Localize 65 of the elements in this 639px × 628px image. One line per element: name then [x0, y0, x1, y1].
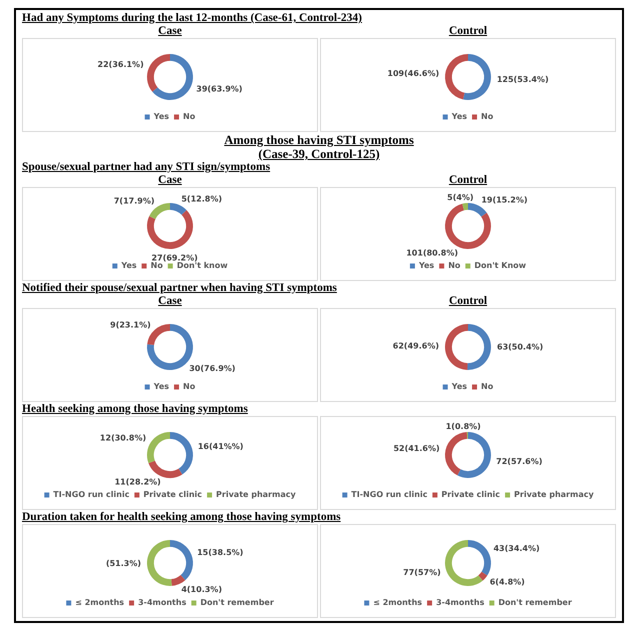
chart-title: Had any Symptoms during the last 12-months (Case-61, Control-234): [22, 12, 364, 25]
legend-label: 3-4months: [138, 598, 187, 608]
chart-subtitle: Control: [448, 295, 488, 308]
data-label: 125(53.4%): [496, 75, 549, 84]
legend-label: No: [150, 261, 164, 270]
data-label: 52(41.6%): [393, 444, 440, 453]
data-label: (51.3%): [106, 559, 142, 568]
legend-label: Don't remember: [498, 598, 572, 608]
data-label: 5(4%): [447, 193, 474, 202]
data-label: 63(50.4%): [497, 342, 544, 352]
chart-title: Health seeking among those having symptoms: [22, 403, 249, 416]
legend-label: Yes: [120, 261, 137, 270]
data-label: 77(57%): [403, 568, 441, 577]
chart-title: Spouse/sexual partner had any STI sign/symptoms: [22, 161, 272, 174]
chart-title: Notified their spouse/sexual partner when having STI symptoms: [22, 282, 338, 295]
legend-label: Don't Know: [474, 261, 527, 270]
chart-subtitle: Case: [157, 174, 183, 187]
legend-label: No: [481, 112, 494, 122]
legend-label: Yes: [418, 261, 434, 270]
data-label: 27(69.2%): [152, 254, 198, 263]
data-label: 16(41%%): [198, 442, 244, 452]
legend-label: ≤ 2months: [373, 598, 422, 608]
legend-label: Private pharmacy: [514, 490, 594, 500]
chart-subtitle: Control: [448, 25, 488, 38]
legend-label: TI-NGO run clinic: [351, 490, 428, 500]
data-label: 43(34.4%): [493, 544, 540, 554]
data-label: 109(46.6%): [387, 68, 440, 78]
data-label: 12(30.8%): [100, 434, 146, 443]
data-label: 39(63.9%): [196, 84, 242, 94]
legend-label: No: [481, 382, 494, 392]
data-label: 5(12.8%): [181, 194, 222, 204]
legend-label: Private clinic: [143, 490, 202, 500]
chart-subtitle: Case: [157, 25, 183, 38]
data-label: 1(0.8%): [446, 422, 481, 432]
legend-label: Don't know: [176, 261, 228, 270]
legend-label: Private pharmacy: [216, 490, 296, 500]
data-label: 72(57.6%): [496, 456, 542, 466]
data-label: 11(28.2%): [114, 478, 161, 487]
data-label: 9(23.1%): [110, 320, 151, 330]
legend-label: No: [183, 112, 196, 122]
chart-subtitle: Control: [448, 174, 488, 187]
legend-label: Yes: [152, 382, 170, 392]
data-label: 15(38.5%): [197, 548, 244, 557]
text: Among those having STI symptoms: [223, 133, 415, 147]
chart-title: Duration taken for health seeking among those having symptoms: [22, 511, 342, 524]
data-label: 19(15.2%): [481, 195, 528, 204]
data-label: 7(17.9%): [114, 196, 154, 206]
text: (Case-39, Control-125): [257, 147, 381, 161]
data-label: 4(10.3%): [181, 584, 222, 594]
data-label: 22(36.1%): [98, 60, 144, 69]
legend-label: TI-NGO run clinic: [53, 490, 130, 500]
data-label: 30(76.9%): [189, 364, 236, 373]
data-label: 62(49.6%): [392, 342, 439, 351]
legend-label: Yes: [450, 382, 468, 392]
legend-label: ≤ 2months: [75, 598, 124, 608]
data-label: 6(4.8%): [490, 577, 525, 586]
chart-subtitle: Case: [157, 295, 183, 308]
data-label: 101(80.8%): [406, 248, 458, 258]
legend-label: Yes: [450, 112, 468, 122]
legend-label: Private clinic: [441, 490, 500, 500]
legend-label: 3-4months: [436, 598, 485, 608]
legend-label: No: [183, 382, 196, 392]
legend-label: Don't remember: [200, 598, 274, 608]
legend-label: No: [448, 261, 461, 270]
legend-label: Yes: [152, 112, 170, 122]
